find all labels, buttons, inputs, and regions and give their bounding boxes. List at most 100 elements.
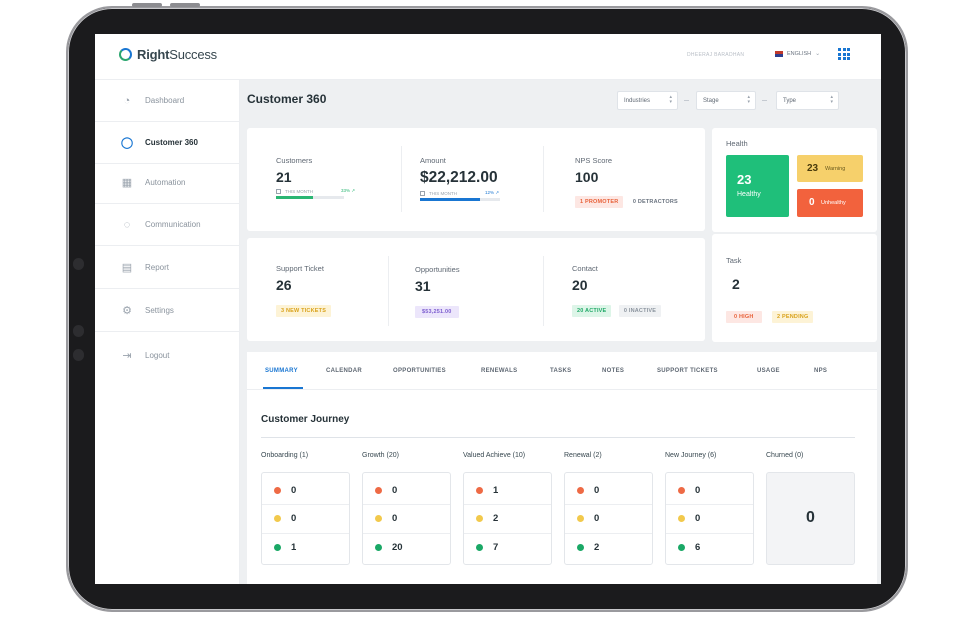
stage-card-valued-achieve[interactable]: 1 2 7 <box>463 472 552 565</box>
red-count: 0 <box>291 485 297 496</box>
stage-label-onboarding: Onboarding (1) <box>261 452 309 459</box>
flag-icon <box>775 50 783 57</box>
opportunities-tags: $53,251.00 <box>415 300 460 318</box>
sidebar-item-dashboard[interactable]: ◔ Dashboard <box>95 80 240 122</box>
tab-tasks[interactable]: TASKS <box>550 368 572 374</box>
support-ticket-label: Support Ticket <box>276 264 324 273</box>
divider <box>666 533 753 534</box>
industries-filter[interactable]: Industries ▴ ▾ <box>617 91 678 110</box>
apps-grid-icon[interactable] <box>838 48 850 60</box>
type-filter[interactable]: Type ▴ ▾ <box>776 91 839 110</box>
support-ticket-metric: Support Ticket 26 3 NEW TICKETS <box>276 264 332 317</box>
document-icon: ▤ <box>121 262 133 274</box>
green-dot-icon <box>375 544 382 551</box>
stage-row-red: 1 <box>476 485 498 496</box>
warning-tile[interactable]: 23 Warning <box>797 155 863 182</box>
red-dot-icon <box>577 487 584 494</box>
sort-arrows-icon: ▴ ▾ <box>747 94 750 105</box>
red-dot-icon <box>678 487 685 494</box>
divider <box>262 533 349 534</box>
green-count: 6 <box>695 542 701 553</box>
tab-opportunities[interactable]: OPPORTUNITIES <box>393 368 446 374</box>
divider <box>388 256 389 326</box>
device-side-button <box>73 325 84 337</box>
sidebar-item-communication[interactable]: ◌ Communication <box>95 204 240 246</box>
red-count: 0 <box>695 485 701 496</box>
opportunities-label: Opportunities <box>415 265 460 274</box>
red-dot-icon <box>274 487 281 494</box>
stage-label-renewal: Renewal (2) <box>564 452 602 459</box>
gear-icon: ⚙ <box>122 305 132 317</box>
sidebar-item-settings[interactable]: ⚙ Settings <box>95 290 240 332</box>
green-dot-icon <box>577 544 584 551</box>
stage-label-churned: Churned (0) <box>766 452 804 459</box>
sidebar-item-label: Dashboard <box>145 96 185 105</box>
red-dot-icon <box>375 487 382 494</box>
customers-period: THIS MONTH 33% ↗ <box>276 188 355 194</box>
logout-icon: ⇥ <box>122 349 132 362</box>
sidebar-item-logout[interactable]: ⇥ Logout <box>95 334 240 376</box>
user-name[interactable]: DHEERAJ BARADHAN <box>687 52 745 58</box>
tab-bar: SUMMARY CALENDAR OPPORTUNITIES RENEWALS … <box>247 352 877 390</box>
green-count: 2 <box>594 542 600 553</box>
stage-row-green: 2 <box>577 542 599 553</box>
opportunities-metric: Opportunities 31 $53,251.00 <box>415 265 460 318</box>
stage-label-new-journey: New Journey (6) <box>665 452 717 459</box>
stage-card-onboarding[interactable]: 0 0 1 <box>261 472 350 565</box>
red-dot-icon <box>476 487 483 494</box>
task-card: Task 2 0 HIGH 2 PENDING <box>712 234 877 342</box>
divider <box>464 504 551 505</box>
device-side-button <box>73 349 84 361</box>
amount-metric: Amount $22,212.00 THIS MONTH 12% ↗ <box>420 156 500 201</box>
sidebar-item-label: Logout <box>145 350 170 360</box>
stage-card-churned[interactable]: 0 <box>766 472 855 565</box>
stage-row-green: 7 <box>476 542 498 553</box>
contact-metric: Contact 20 20 ACTIVE 0 INACTIVE <box>572 264 662 317</box>
high-priority-badge: 0 HIGH <box>726 311 762 323</box>
sidebar-item-customer-360[interactable]: ◯ Customer 360 <box>95 122 240 164</box>
task-value: 2 <box>732 276 740 292</box>
tab-notes[interactable]: NOTES <box>602 368 625 374</box>
tab-calendar[interactable]: CALENDAR <box>326 368 363 374</box>
red-count: 1 <box>493 485 499 496</box>
stage-row-yellow: 0 <box>375 513 397 524</box>
stage-card-new-journey[interactable]: 0 0 6 <box>665 472 754 565</box>
tab-usage[interactable]: USAGE <box>757 368 780 374</box>
sidebar-item-label: Communication <box>145 220 201 229</box>
tab-nps[interactable]: NPS <box>814 368 828 374</box>
healthy-label: Healthy <box>737 191 761 198</box>
device-side-button <box>73 258 84 270</box>
app-screen: RightSuccess DHEERAJ BARADHAN ENGLISH ⌄ … <box>95 34 881 584</box>
task-tags: 0 HIGH 2 PENDING <box>726 305 814 323</box>
amount-period: THIS MONTH 12% ↗ <box>420 190 500 196</box>
green-count: 1 <box>291 542 297 553</box>
growth-percent: 12% ↗ <box>485 190 500 195</box>
stage-row-yellow: 0 <box>274 513 296 524</box>
unhealthy-tile[interactable]: 0 Unhealthy <box>797 189 863 217</box>
tab-summary[interactable]: SUMMARY <box>265 368 298 374</box>
summary-card-bottom: Support Ticket 26 3 NEW TICKETS Opportun… <box>247 238 705 341</box>
divider <box>261 437 855 438</box>
logo[interactable]: RightSuccess <box>119 47 217 62</box>
nps-metric: NPS Score 100 1 PROMOTER 0 DETRACTORS <box>575 156 683 208</box>
divider <box>565 504 652 505</box>
tab-renewals[interactable]: RENEWALS <box>481 368 518 374</box>
sidebar-item-automation[interactable]: ▦ Automation <box>95 162 240 204</box>
growth-percent: 33% ↗ <box>341 188 356 193</box>
health-title: Health <box>726 139 748 148</box>
stage-card-renewal[interactable]: 0 0 2 <box>564 472 653 565</box>
stage-card-growth[interactable]: 0 0 20 <box>362 472 451 565</box>
stage-row-red: 0 <box>375 485 397 496</box>
healthy-tile[interactable]: 23 Healthy <box>726 155 789 217</box>
sidebar-item-report[interactable]: ▤ Report <box>95 247 240 289</box>
sort-arrows-icon: ▴ ▾ <box>830 94 833 105</box>
active-badge: 20 ACTIVE <box>572 305 612 317</box>
calendar-icon <box>420 190 425 196</box>
stage-row-yellow: 0 <box>577 513 599 524</box>
amount-label: Amount <box>420 156 446 165</box>
stage-filter[interactable]: Stage ▴ ▾ <box>696 91 756 110</box>
industries-filter-label: Industries <box>624 97 651 104</box>
language-selector[interactable]: ENGLISH ⌄ <box>775 50 820 57</box>
stage-row-green: 20 <box>375 542 403 553</box>
tab-support-tickets[interactable]: SUPPORT TICKETS <box>657 368 718 374</box>
